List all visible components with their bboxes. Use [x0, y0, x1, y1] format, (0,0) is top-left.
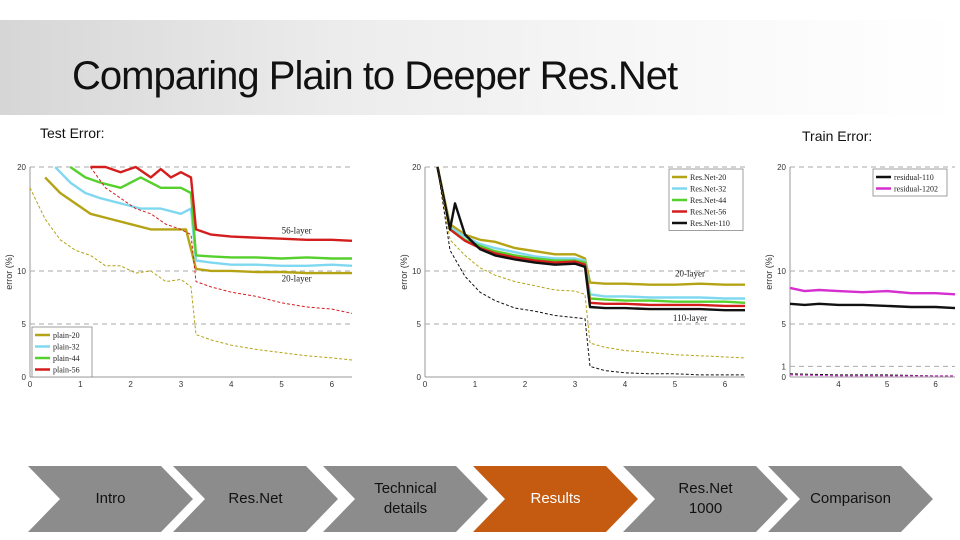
y-tick-label: 0	[782, 373, 787, 382]
chart-panel-2: 0 5 10 20 0 1 2 3 4 5 6 error (%) 20-layer 110-layer R…	[399, 158, 760, 393]
series-line	[789, 374, 955, 377]
y-axis-label: error (%)	[399, 254, 409, 290]
y-tick-label: 10	[412, 267, 421, 276]
series-line	[436, 166, 745, 286]
x-tick-label: 4	[836, 380, 841, 389]
nav-step-2[interactable]: Res.Net	[173, 466, 338, 532]
y-tick-label: 0	[417, 373, 422, 382]
x-tick-label: 2	[523, 380, 528, 389]
x-tick-label: 3	[573, 380, 578, 389]
y-tick-label: 20	[412, 163, 421, 172]
legend-entry: Res.Net-20	[690, 173, 726, 182]
legend-entry: plain-20	[53, 331, 80, 340]
y-tick-label: 0	[22, 373, 27, 382]
y-tick-label: 20	[17, 163, 26, 172]
nav-step-label: Res.Net 1000	[678, 480, 733, 517]
legend-entry: plain-44	[53, 354, 80, 363]
x-tick-label: 1	[78, 380, 83, 389]
chevron-fill	[323, 466, 488, 532]
y-tick-label: 10	[17, 267, 26, 276]
x-tick-label: 4	[229, 380, 234, 389]
y-tick-label: 20	[777, 163, 786, 172]
chevron-shape	[473, 466, 638, 532]
nav-step-label: Technical details	[374, 480, 437, 517]
train-error-label: Train Error:	[802, 128, 873, 144]
chevron-shape	[173, 466, 338, 532]
x-tick-label: 5	[279, 380, 284, 389]
series-line	[436, 166, 746, 304]
series-line	[789, 302, 956, 310]
legend-entry: Res.Net-44	[690, 196, 726, 205]
x-tick-label: 4	[623, 380, 628, 389]
legend-entry: Res.Net-110	[690, 219, 730, 228]
y-tick-label: 5	[417, 320, 422, 329]
y-tick-label: 5	[782, 320, 787, 329]
chart-annotation: 56-layer	[282, 226, 312, 236]
x-tick-label: 0	[28, 380, 33, 389]
chevron-shape	[768, 466, 933, 532]
series-line	[436, 166, 745, 300]
test-error-label: Test Error:	[40, 125, 105, 141]
nav-step-label: Comparison	[810, 490, 891, 507]
y-tick-label: 1	[782, 362, 787, 371]
legend-entry: Res.Net-56	[690, 208, 726, 217]
nav-step-1[interactable]: Intro	[28, 466, 193, 532]
legend-entry: Res.Net-32	[690, 185, 726, 194]
chevron-fill	[473, 466, 638, 532]
chevron-fill	[173, 466, 338, 532]
title-band	[0, 20, 960, 115]
slide-title: Comparing Plain to Deeper Res.Net	[72, 54, 678, 98]
nav-step-3[interactable]: Technical details	[323, 466, 488, 532]
series-line	[89, 166, 353, 314]
y-axis-label: error (%)	[764, 254, 774, 290]
legend-entry: residual-1202	[894, 185, 938, 194]
series-line	[789, 286, 956, 296]
x-tick-label: 6	[933, 380, 938, 389]
chevron-shape	[623, 466, 788, 532]
nav-step-5[interactable]: Res.Net 1000	[623, 466, 788, 532]
legend-entry: plain-32	[53, 343, 80, 352]
series-line	[437, 166, 745, 376]
x-tick-label: 5	[673, 380, 678, 389]
x-tick-label: 6	[723, 380, 728, 389]
nav-step-label: Results	[530, 490, 581, 507]
series-line	[90, 165, 353, 242]
nav-step-4[interactable]: Results	[473, 466, 638, 532]
x-tick-label: 3	[179, 380, 184, 389]
nav-step-label: Intro	[95, 490, 126, 507]
series-line	[29, 187, 353, 361]
legend-entry: residual-110	[894, 173, 934, 182]
y-tick-label: 5	[22, 320, 27, 329]
x-tick-label: 0	[423, 380, 428, 389]
chart-background	[770, 158, 960, 393]
nav-step-6[interactable]: Comparison	[768, 466, 933, 532]
x-tick-label: 6	[330, 380, 335, 389]
chevron-shape	[323, 466, 488, 532]
series-line	[44, 176, 352, 275]
x-tick-label: 2	[128, 380, 133, 389]
x-tick-label: 1	[473, 380, 478, 389]
legend-entry: plain-56	[53, 366, 80, 375]
x-tick-label: 5	[885, 380, 890, 389]
nav-step-label: Res.Net	[228, 490, 283, 507]
chevron-shape	[28, 466, 193, 532]
chevron-fill	[768, 466, 933, 532]
series-line	[69, 166, 352, 260]
chart-annotation: 20-layer	[282, 274, 312, 284]
series-line	[436, 166, 745, 312]
y-tick-label: 10	[777, 267, 786, 276]
y-axis-label: error (%)	[4, 254, 14, 290]
chart-annotation: 110-layer	[673, 313, 707, 323]
chart-panel-3: 0 1 5 10 20 4 5 6 error (%) residual-110 residual-…	[764, 158, 960, 393]
series-line	[54, 166, 353, 267]
chart-annotation: 20-layer	[675, 268, 705, 278]
chevron-fill	[28, 466, 193, 532]
chart-panel-1: 0 5 10 20 0 1 2 3 4 5 6 error (%) 56-layer 20-layer pl…	[4, 158, 355, 393]
chevron-fill	[623, 466, 788, 532]
legend-box	[872, 168, 948, 197]
series-line	[437, 166, 746, 359]
